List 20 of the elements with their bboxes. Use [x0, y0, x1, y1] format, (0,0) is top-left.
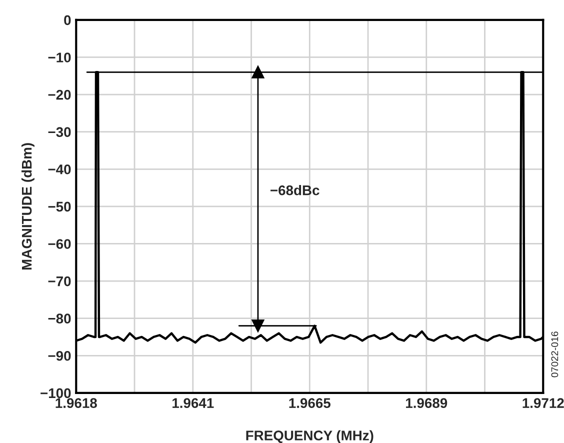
text: 07022-016 — [551, 332, 558, 378]
y-tick-label: −90 — [48, 350, 71, 361]
y-tick-label: −80 — [48, 314, 71, 324]
y-tick-label: −100 — [40, 388, 71, 398]
y-tick-label: −20 — [48, 90, 71, 100]
y-tick-label: −70 — [48, 276, 71, 286]
y-tick-label: −10 — [48, 52, 71, 62]
y-tick-label: −30 — [48, 127, 71, 138]
x-tick-label: 1.9689 — [406, 398, 448, 408]
y-tick-label: −60 — [48, 239, 71, 249]
x-tick-label: 1.9618 — [56, 398, 97, 408]
x-tick-label: 1.9665 — [289, 398, 330, 408]
x-axis-title: FREQUENCY (MHz) — [246, 430, 374, 443]
y-axis-title: MAGNITUDE (dBm) — [21, 143, 34, 270]
annotation: −68dBc — [270, 185, 320, 196]
y-tick-label: −50 — [48, 202, 71, 212]
x-tick-label: 1.9712 — [522, 398, 564, 408]
y-tick-label: −40 — [48, 164, 71, 174]
x-tick-label: 1.9641 — [172, 398, 214, 408]
y-tick-label: 0 — [64, 15, 71, 26]
